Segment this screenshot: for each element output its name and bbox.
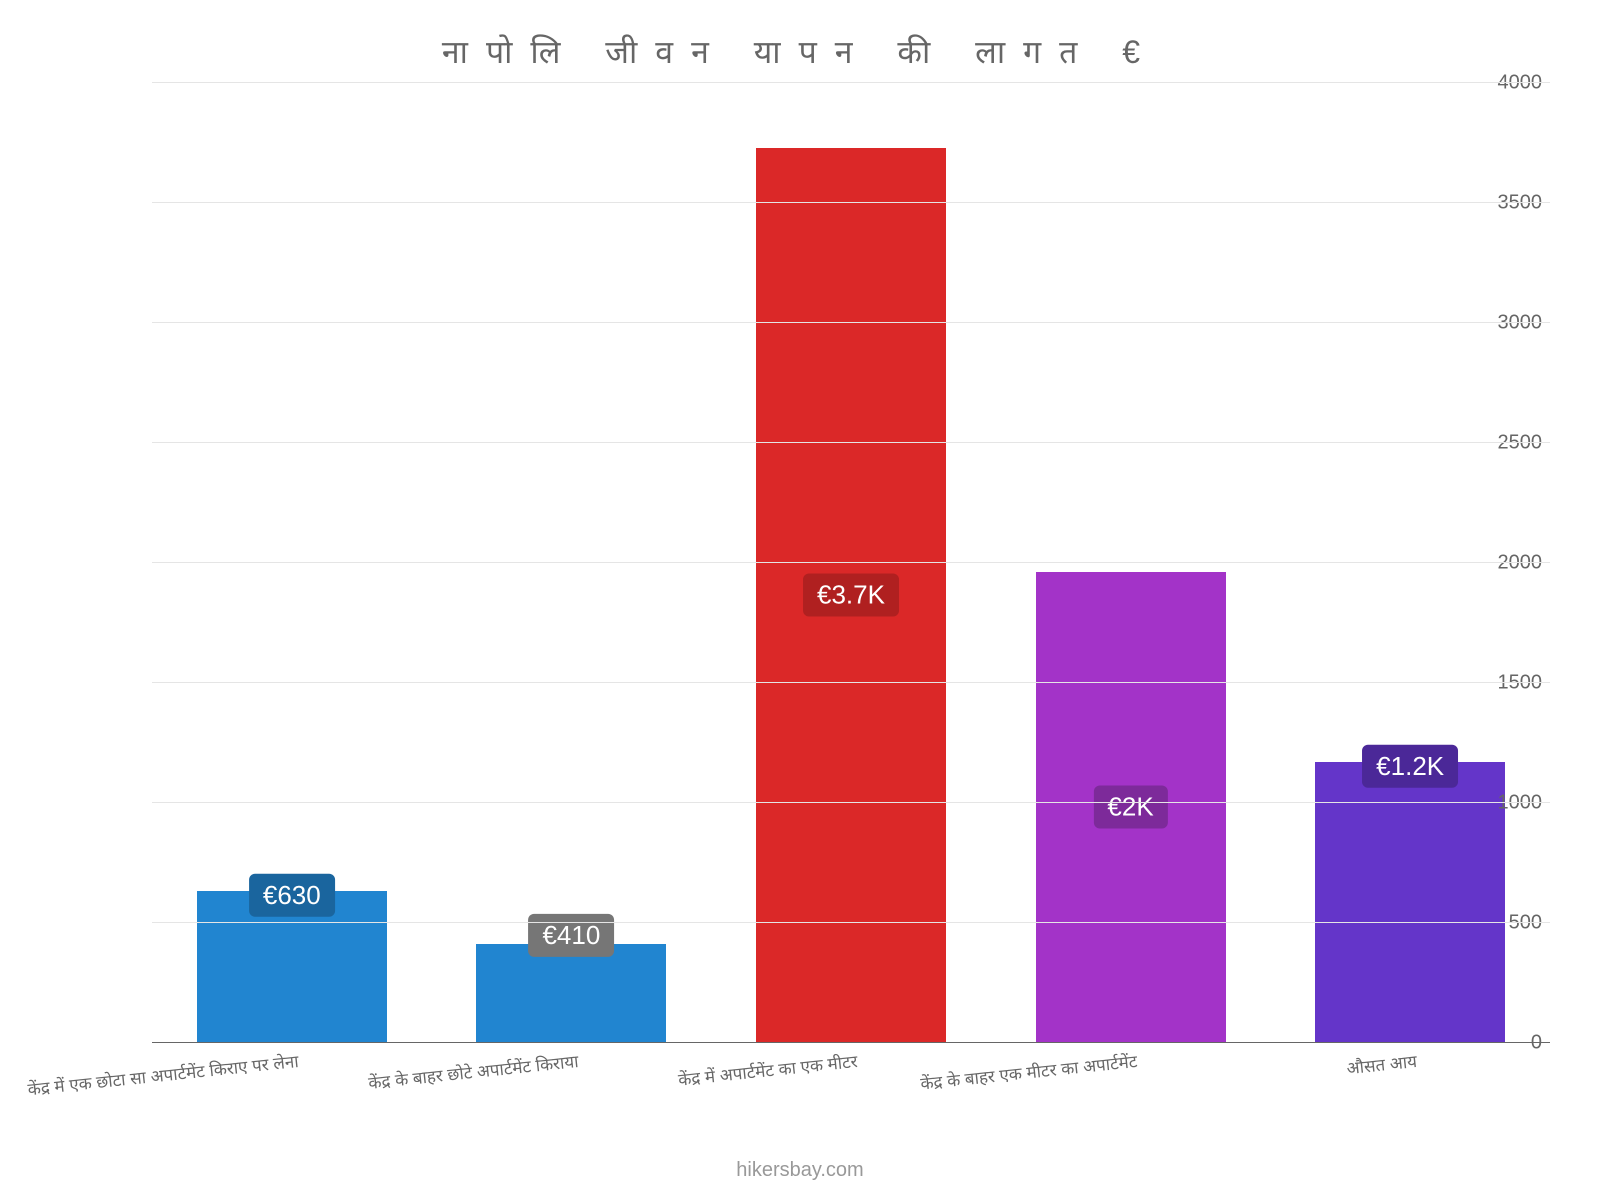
bar-value-label: €2K: [1093, 786, 1167, 829]
y-tick-label: 1000: [1482, 792, 1542, 815]
gridline: [152, 922, 1550, 923]
y-tick-label: 3000: [1482, 312, 1542, 335]
bar: €630: [197, 891, 387, 1042]
credit-text: hikersbay.com: [0, 1159, 1600, 1182]
y-tick-label: 3500: [1482, 192, 1542, 215]
x-axis-label: केंद्र के बाहर छोटे अपार्टमेंट किराया: [367, 1049, 579, 1094]
bar: €3.7K: [756, 148, 946, 1042]
bar: €2K: [1036, 572, 1226, 1042]
x-axis-label: केंद्र के बाहर एक मीटर का अपार्टमेंट: [919, 1049, 1138, 1095]
x-axis-label: केंद्र में अपार्टमेंट का एक मीटर: [677, 1049, 859, 1091]
gridline: [152, 802, 1550, 803]
gridline: [152, 442, 1550, 443]
bar-value-label: €410: [528, 914, 614, 957]
bar-value-label: €3.7K: [803, 573, 899, 616]
x-axis-label: औसत आय: [1346, 1049, 1419, 1079]
plot-area: €630 €410 €3.7K €2K €1.2K: [152, 83, 1550, 1043]
y-tick-label: 1500: [1482, 672, 1542, 695]
bar: €1.2K: [1315, 762, 1505, 1043]
y-tick-label: 0: [1482, 1032, 1542, 1055]
y-tick-label: 4000: [1482, 72, 1542, 95]
gridline: [152, 202, 1550, 203]
bar: €410: [476, 944, 666, 1042]
gridline: [152, 562, 1550, 563]
y-tick-label: 2000: [1482, 552, 1542, 575]
chart-title: नापोलि जीवन यापन की लागत €: [50, 30, 1550, 73]
y-tick-label: 500: [1482, 912, 1542, 935]
gridline: [152, 82, 1550, 83]
plot: €630€410€3.7K€2K€1.2K केंद्र में एक छोटा…: [90, 83, 1550, 1043]
bar-value-label: €1.2K: [1362, 744, 1458, 787]
gridline: [152, 682, 1550, 683]
x-axis-label: केंद्र में एक छोटा सा अपार्टमेंट किराए प…: [27, 1049, 300, 1100]
y-tick-label: 2500: [1482, 432, 1542, 455]
chart-container: नापोलि जीवन यापन की लागत € €630 €410 €3.7K…: [0, 0, 1600, 1200]
bar-value-label: €630: [249, 874, 335, 917]
gridline: [152, 322, 1550, 323]
y-axis: [90, 83, 140, 1043]
